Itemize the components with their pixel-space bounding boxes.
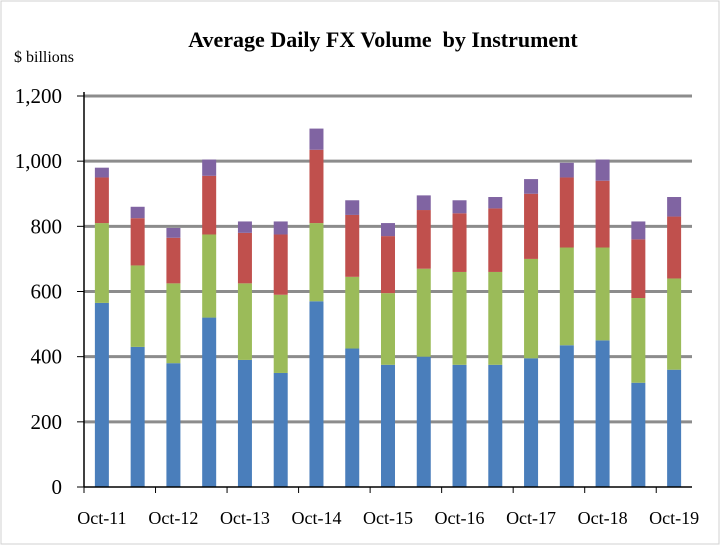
y-tick-label: 400 xyxy=(31,345,63,369)
bar-segment-4 xyxy=(667,197,682,217)
bar-segment-4 xyxy=(524,179,539,194)
x-tick-label: Oct-14 xyxy=(291,508,341,528)
x-tick-label: Oct-19 xyxy=(649,508,699,528)
gridlines xyxy=(84,94,692,424)
bar-segment-2 xyxy=(488,271,503,365)
bar-segment-4 xyxy=(416,195,431,211)
bar-segment-1 xyxy=(631,382,646,487)
bar-segment-4 xyxy=(202,159,217,176)
x-tick-label: Oct-13 xyxy=(220,508,270,528)
x-tick-label: Oct-11 xyxy=(77,508,126,528)
bar-segment-1 xyxy=(667,369,682,487)
bar-segment-3 xyxy=(94,177,109,224)
axes xyxy=(77,92,692,493)
bar-segment-2 xyxy=(416,268,431,357)
bar-segment-3 xyxy=(202,175,217,235)
bar-segment-3 xyxy=(488,208,503,272)
bar-segment-1 xyxy=(488,364,503,487)
y-tick-label: 800 xyxy=(31,214,63,238)
bar-segment-1 xyxy=(237,359,252,487)
bar-segment-4 xyxy=(381,223,395,237)
x-tick-labels: Oct-11 Oct-12 Oct-13 Oct-14 Oct-15 Oct-16 Oct-… xyxy=(77,508,699,528)
y-tick-label: 200 xyxy=(31,410,63,434)
bar-segment-3 xyxy=(166,237,181,284)
chart-title: Average Daily FX Volume by Instrument xyxy=(188,27,578,52)
bar-segment-4 xyxy=(273,221,288,235)
y-tick-label: 1,000 xyxy=(15,149,62,173)
bar-segment-1 xyxy=(524,358,539,487)
bar-segment-4 xyxy=(595,159,610,181)
bar-segment-1 xyxy=(166,363,181,487)
bar-segment-2 xyxy=(524,258,539,359)
y-tick-labels: 0 200 400 600 800 1,000 1,200 xyxy=(15,84,62,499)
bar-segment-2 xyxy=(309,223,324,302)
x-tick-label: Oct-18 xyxy=(578,508,628,528)
bar-segment-2 xyxy=(345,276,360,349)
bar-segment-2 xyxy=(273,294,288,373)
bar-segment-2 xyxy=(94,223,109,303)
bar-segment-3 xyxy=(631,239,646,299)
bar-segment-3 xyxy=(559,177,574,248)
bar-segment-3 xyxy=(237,232,252,284)
bar-segment-3 xyxy=(345,214,360,277)
bar-segment-4 xyxy=(309,128,324,150)
y-tick-label: 600 xyxy=(31,280,63,304)
bar-segment-3 xyxy=(452,213,467,272)
x-tick-label: Oct-12 xyxy=(148,508,198,528)
y-axis-unit-label: $ billions xyxy=(14,49,74,66)
bar-segment-1 xyxy=(452,364,467,487)
bar-segment-2 xyxy=(166,283,181,364)
bar-segment-1 xyxy=(94,302,109,487)
bar-segment-3 xyxy=(130,218,145,266)
bar-segment-4 xyxy=(166,227,181,238)
bar-segment-3 xyxy=(273,234,288,295)
bar-segment-2 xyxy=(381,293,395,365)
bar-segment-2 xyxy=(667,278,682,370)
bar-segment-2 xyxy=(130,265,145,347)
y-tick-label: 0 xyxy=(52,475,63,499)
bar-segment-1 xyxy=(595,340,610,488)
bar-segment-4 xyxy=(237,221,252,233)
bar-segment-1 xyxy=(273,372,288,487)
bar-segment-2 xyxy=(202,234,217,318)
bar-segment-1 xyxy=(381,364,395,487)
bar-segment-4 xyxy=(559,162,574,178)
bar-segment-3 xyxy=(309,149,324,224)
bar-segment-1 xyxy=(345,348,360,487)
bar-segment-3 xyxy=(595,180,610,248)
bar-segment-2 xyxy=(631,298,646,383)
bar-segment-4 xyxy=(452,200,467,214)
bar-segment-4 xyxy=(345,200,360,215)
bar-segment-3 xyxy=(381,236,395,294)
bar-segment-3 xyxy=(667,216,682,279)
bar-segment-1 xyxy=(559,345,574,487)
bar-segment-3 xyxy=(416,210,431,269)
bar-segment-2 xyxy=(452,271,467,365)
x-tick-label: Oct-16 xyxy=(435,508,485,528)
bar-segment-4 xyxy=(94,167,109,178)
x-tick-label: Oct-15 xyxy=(363,508,413,528)
bar-segment-3 xyxy=(524,193,539,259)
y-tick-label: 1,200 xyxy=(15,84,62,108)
bar-segment-4 xyxy=(631,221,646,240)
bar-segment-1 xyxy=(309,301,324,487)
x-tick-label: Oct-17 xyxy=(506,508,556,528)
bar-segment-2 xyxy=(595,247,610,341)
bar-segment-1 xyxy=(202,317,217,487)
bars xyxy=(94,128,682,488)
bar-segment-1 xyxy=(416,356,431,487)
bar-segment-2 xyxy=(559,247,574,346)
bar-segment-1 xyxy=(130,346,145,487)
bar-segment-4 xyxy=(488,197,503,209)
bar-segment-2 xyxy=(237,283,252,360)
bar-segment-4 xyxy=(130,206,145,219)
